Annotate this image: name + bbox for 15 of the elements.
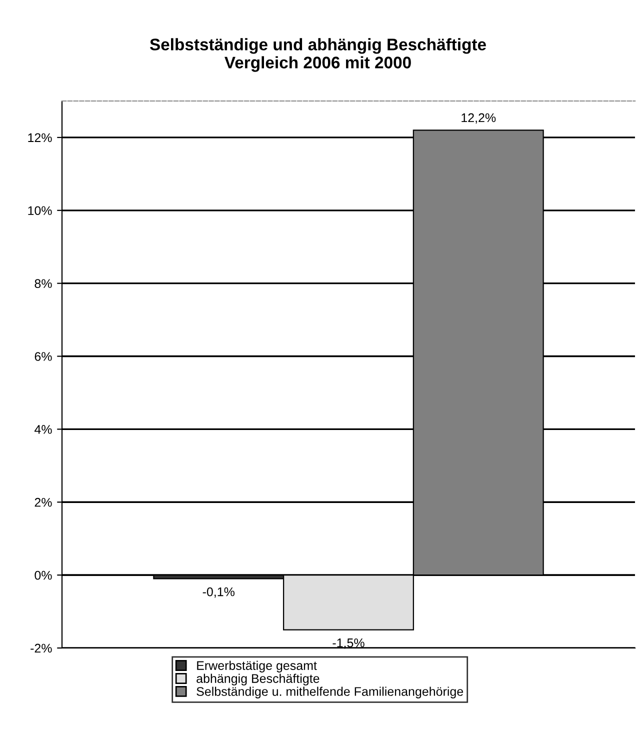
y-tick-label: 6% (34, 352, 52, 361)
legend-label: Erwerbstätige gesamt (197, 660, 317, 672)
chart-title: Selbstständige und abhängig Beschäftigte Vergleich 2006 mit 2000 (150, 38, 486, 72)
legend-label: abhängig Beschäftigte (196, 674, 320, 686)
data-label: 12,2% (462, 113, 496, 124)
y-tick-label: 2% (34, 498, 52, 507)
data-label: -1,5% (332, 638, 364, 649)
y-tick-label: -2% (30, 644, 52, 653)
legend-label: Selbständige u. mithelfende Familienangehörige (196, 686, 464, 698)
y-tick-label: 4% (34, 425, 52, 434)
data-label: -0,1% (202, 587, 235, 598)
y-tick-label: 0% (34, 570, 52, 580)
y-tick-label: 12% (28, 133, 52, 142)
y-tick-label: 8% (34, 279, 52, 288)
y-tick-label: 10% (28, 206, 52, 216)
